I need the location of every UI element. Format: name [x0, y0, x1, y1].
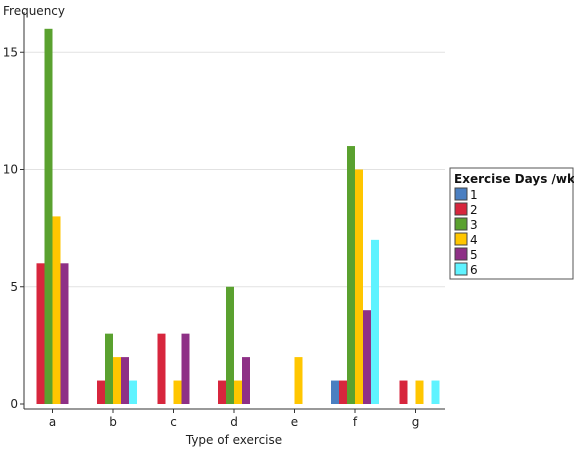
- gridlines: [24, 51, 445, 288]
- legend-label-5: 5: [470, 248, 478, 262]
- bar-b-series-5: [121, 357, 129, 404]
- y-tick-label: 5: [10, 280, 18, 294]
- x-axis-label: Type of exercise: [185, 433, 282, 447]
- bar-d-series-2: [218, 380, 226, 404]
- bar-a-series-2: [36, 263, 45, 404]
- bar-d-series-5: [242, 357, 250, 404]
- bar-f-series-3: [347, 146, 355, 405]
- bars: [36, 28, 440, 405]
- axes: [23, 12, 445, 410]
- x-tick-label: e: [291, 415, 298, 429]
- legend-label-6: 6: [470, 263, 478, 277]
- bar-g-series-4: [415, 380, 424, 404]
- bar-a-series-3: [44, 28, 53, 405]
- y-axis-label: Frequency: [3, 4, 65, 18]
- legend-swatch-5: [454, 247, 468, 261]
- bar-f-series-4: [355, 169, 363, 404]
- y-tick-label: 0: [10, 397, 18, 411]
- legend-label-4: 4: [470, 233, 478, 247]
- x-tick-label: d: [230, 415, 238, 429]
- x-tick-label: c: [170, 415, 177, 429]
- legend-label-3: 3: [470, 218, 478, 232]
- bar-f-series-5: [363, 310, 371, 404]
- legend-swatch-4: [454, 232, 468, 246]
- x-tick-label: f: [353, 415, 358, 429]
- bar-b-series-4: [113, 357, 121, 404]
- bar-e-series-4: [294, 357, 303, 404]
- x-tick-label: b: [109, 415, 117, 429]
- bar-a-series-5: [60, 263, 69, 404]
- legend-label-2: 2: [470, 203, 478, 217]
- bar-b-series-3: [105, 333, 113, 404]
- bar-b-series-2: [97, 380, 105, 404]
- legend-box: [449, 167, 574, 280]
- x-ticks: a b c d e f g: [49, 409, 419, 429]
- legend-swatch-1: [454, 187, 468, 201]
- bar-d-series-4: [234, 380, 242, 404]
- bar-g-series-2: [399, 380, 408, 404]
- bar-c-series-2: [157, 333, 166, 404]
- bar-c-series-5: [181, 333, 190, 404]
- bar-b-series-6: [129, 380, 137, 404]
- bar-a-series-4: [52, 216, 61, 404]
- y-tick-label: 15: [3, 45, 18, 59]
- bar-g-series-6: [431, 380, 440, 404]
- x-tick-label: g: [412, 415, 420, 429]
- legend-swatch-6: [454, 262, 468, 276]
- legend-label-1: 1: [470, 188, 478, 202]
- legend-title: Exercise Days /wk: [454, 172, 574, 186]
- bar-c-series-4: [173, 380, 182, 404]
- y-tick-label: 10: [3, 163, 18, 177]
- legend-swatch-2: [454, 202, 468, 216]
- y-ticks: 0 5 10 15: [3, 45, 24, 411]
- bar-f-series-6: [371, 239, 379, 404]
- legend-swatch-3: [454, 217, 468, 231]
- bar-d-series-3: [226, 286, 234, 404]
- x-tick-label: a: [49, 415, 56, 429]
- bar-f-series-2: [339, 380, 347, 404]
- bar-f-series-1: [331, 380, 339, 404]
